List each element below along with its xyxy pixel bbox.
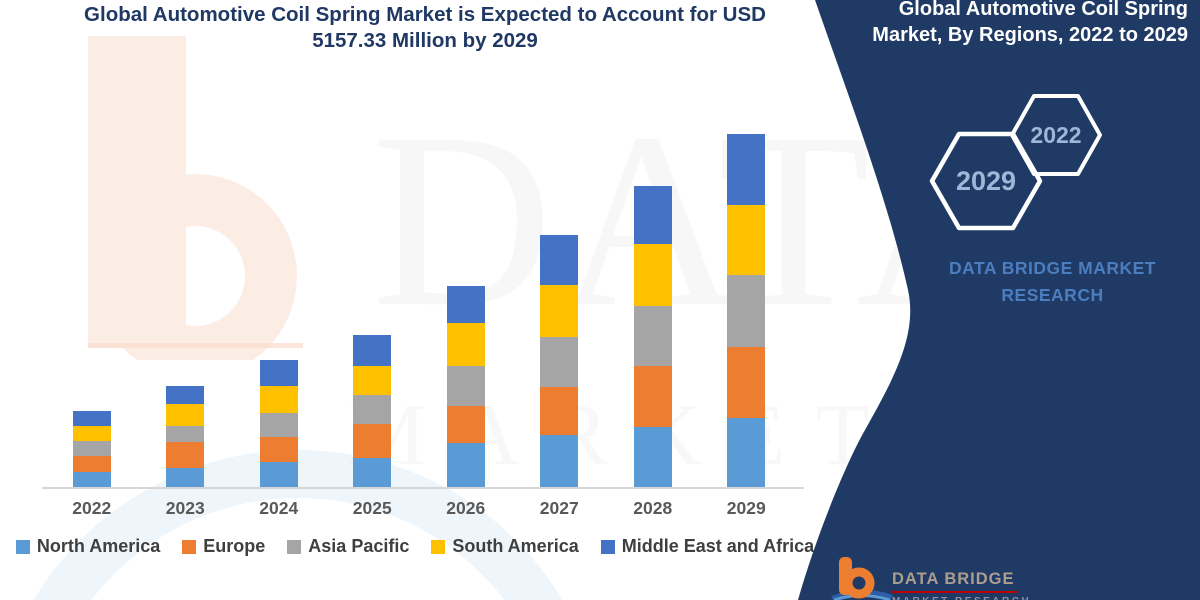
stacked-bar-2026 bbox=[446, 286, 485, 487]
chart-legend: North America Europe Asia Pacific South Ame… bbox=[15, 536, 814, 557]
bar-chart-plot-area bbox=[45, 100, 793, 487]
logo-divider bbox=[892, 591, 1018, 593]
bar-segment-2025-asia-pacific bbox=[353, 395, 392, 424]
legend-swatch bbox=[15, 539, 30, 554]
stacked-bar-2024 bbox=[259, 360, 298, 487]
legend-label: South America bbox=[452, 536, 579, 556]
bar-segment-2025-europe bbox=[353, 424, 392, 458]
bar-segment-2022-south-america bbox=[72, 426, 111, 441]
bar-segment-2027-middle-east-and-africa bbox=[540, 235, 579, 285]
bar-segment-2028-south-america bbox=[633, 244, 672, 306]
bar-segment-2022-north-america bbox=[72, 472, 111, 487]
stacked-bar-2023 bbox=[166, 386, 205, 487]
legend-swatch bbox=[431, 539, 446, 554]
chart-title: Global Automotive Coil Spring Market is … bbox=[84, 3, 766, 52]
bar-segment-2024-south-america bbox=[259, 386, 298, 413]
bar-segment-2029-north-america bbox=[727, 418, 766, 487]
logo-wordmark: DATA BRIDGE MARKET RESEARCH bbox=[892, 570, 1092, 600]
x-axis-labels: 2022 2023 2024 2025 2026 2027 2028 2029 bbox=[45, 498, 793, 519]
bar-segment-2025-middle-east-and-africa bbox=[353, 335, 392, 366]
bar-segment-2023-asia-pacific bbox=[166, 426, 205, 442]
legend-item-europe: Europe bbox=[182, 536, 265, 557]
x-axis-label-2025: 2025 bbox=[352, 498, 392, 518]
bar-segment-2029-asia-pacific bbox=[727, 275, 766, 347]
logo-data-bridge-text: DATA BRIDGE bbox=[892, 570, 1015, 588]
year-hexagons bbox=[929, 94, 1102, 231]
bar-segment-2028-middle-east-and-africa bbox=[633, 186, 672, 244]
bar-segment-2028-north-america bbox=[633, 427, 672, 487]
x-axis-label-2024: 2024 bbox=[259, 498, 299, 518]
bar-segment-2023-north-america bbox=[166, 468, 205, 487]
bar-segment-2024-north-america bbox=[259, 462, 298, 487]
bar-segment-2025-north-america bbox=[353, 458, 392, 487]
bar-segment-2026-asia-pacific bbox=[446, 366, 485, 406]
watermark-underline bbox=[88, 343, 303, 348]
bar-segment-2022-europe bbox=[72, 456, 111, 472]
legend-swatch bbox=[287, 539, 302, 554]
sidebar-heading: Global Automotive Coil Spring Market, By… bbox=[872, 0, 1188, 47]
bar-segment-2027-south-america bbox=[540, 285, 579, 337]
data-bridge-logo-icon bbox=[831, 557, 893, 600]
bar-segment-2023-europe bbox=[166, 442, 205, 468]
legend-swatch bbox=[182, 539, 197, 554]
bar-segment-2028-europe bbox=[633, 366, 672, 427]
legend-item-asia-pacific: Asia Pacific bbox=[287, 536, 409, 557]
bar-segment-2024-europe bbox=[259, 437, 298, 462]
x-axis-label-2022: 2022 bbox=[72, 498, 112, 518]
stacked-bar-2027 bbox=[540, 235, 579, 487]
bar-segment-2026-europe bbox=[446, 406, 485, 443]
bar-segment-2028-asia-pacific bbox=[633, 306, 672, 366]
bar-segment-2024-middle-east-and-africa bbox=[259, 360, 298, 386]
legend-label: North America bbox=[36, 536, 161, 556]
hexagon-2029-label: 2029 bbox=[955, 166, 1017, 196]
x-axis-label-2027: 2027 bbox=[539, 498, 579, 518]
x-axis-label-2029: 2029 bbox=[726, 498, 766, 518]
x-axis-line bbox=[42, 487, 804, 489]
logo-market-research-text: MARKET RESEARCH bbox=[892, 596, 1092, 600]
bar-segment-2025-south-america bbox=[353, 366, 392, 395]
bar-segment-2026-middle-east-and-africa bbox=[446, 286, 485, 323]
sidebar-brand-text: DATA BRIDGE MARKET RESEARCH bbox=[949, 258, 1156, 306]
bar-segment-2029-middle-east-and-africa bbox=[727, 134, 766, 205]
x-axis-label-2023: 2023 bbox=[165, 498, 205, 518]
legend-item-south-america: South America bbox=[431, 536, 579, 557]
stacked-bar-2025 bbox=[353, 335, 392, 487]
logo-b-bowl bbox=[843, 567, 875, 599]
bar-segment-2029-south-america bbox=[727, 205, 766, 275]
bar-segment-2024-asia-pacific bbox=[259, 413, 298, 437]
stacked-bar-2028 bbox=[633, 186, 672, 487]
legend-label: Middle East and Africa bbox=[621, 536, 815, 556]
legend-item-north-america: North America bbox=[15, 536, 161, 557]
x-axis-label-2028: 2028 bbox=[633, 498, 673, 518]
bar-segment-2022-asia-pacific bbox=[72, 441, 111, 456]
bar-segment-2027-north-america bbox=[540, 435, 579, 487]
bar-segment-2023-south-america bbox=[166, 404, 205, 426]
legend-swatch bbox=[600, 539, 615, 554]
hexagon-2029 bbox=[929, 131, 1043, 231]
stacked-bar-2029 bbox=[727, 134, 766, 487]
bar-segment-2026-north-america bbox=[446, 443, 485, 487]
bar-segment-2027-europe bbox=[540, 387, 579, 435]
bar-segment-2027-asia-pacific bbox=[540, 337, 579, 387]
bar-segment-2026-south-america bbox=[446, 323, 485, 366]
x-axis-label-2026: 2026 bbox=[446, 498, 486, 518]
bar-segment-2029-europe bbox=[727, 347, 766, 418]
bar-segment-2022-middle-east-and-africa bbox=[72, 411, 111, 426]
legend-item-middle-east-and-africa: Middle East and Africa bbox=[600, 536, 815, 557]
legend-label: Europe bbox=[203, 536, 266, 556]
legend-label: Asia Pacific bbox=[308, 536, 410, 556]
hexagon-2022-label: 2022 bbox=[1030, 122, 1082, 148]
bar-segment-2023-middle-east-and-africa bbox=[166, 386, 205, 404]
data-bridge-b-watermark bbox=[88, 36, 297, 360]
stacked-bar-2022 bbox=[72, 411, 111, 487]
